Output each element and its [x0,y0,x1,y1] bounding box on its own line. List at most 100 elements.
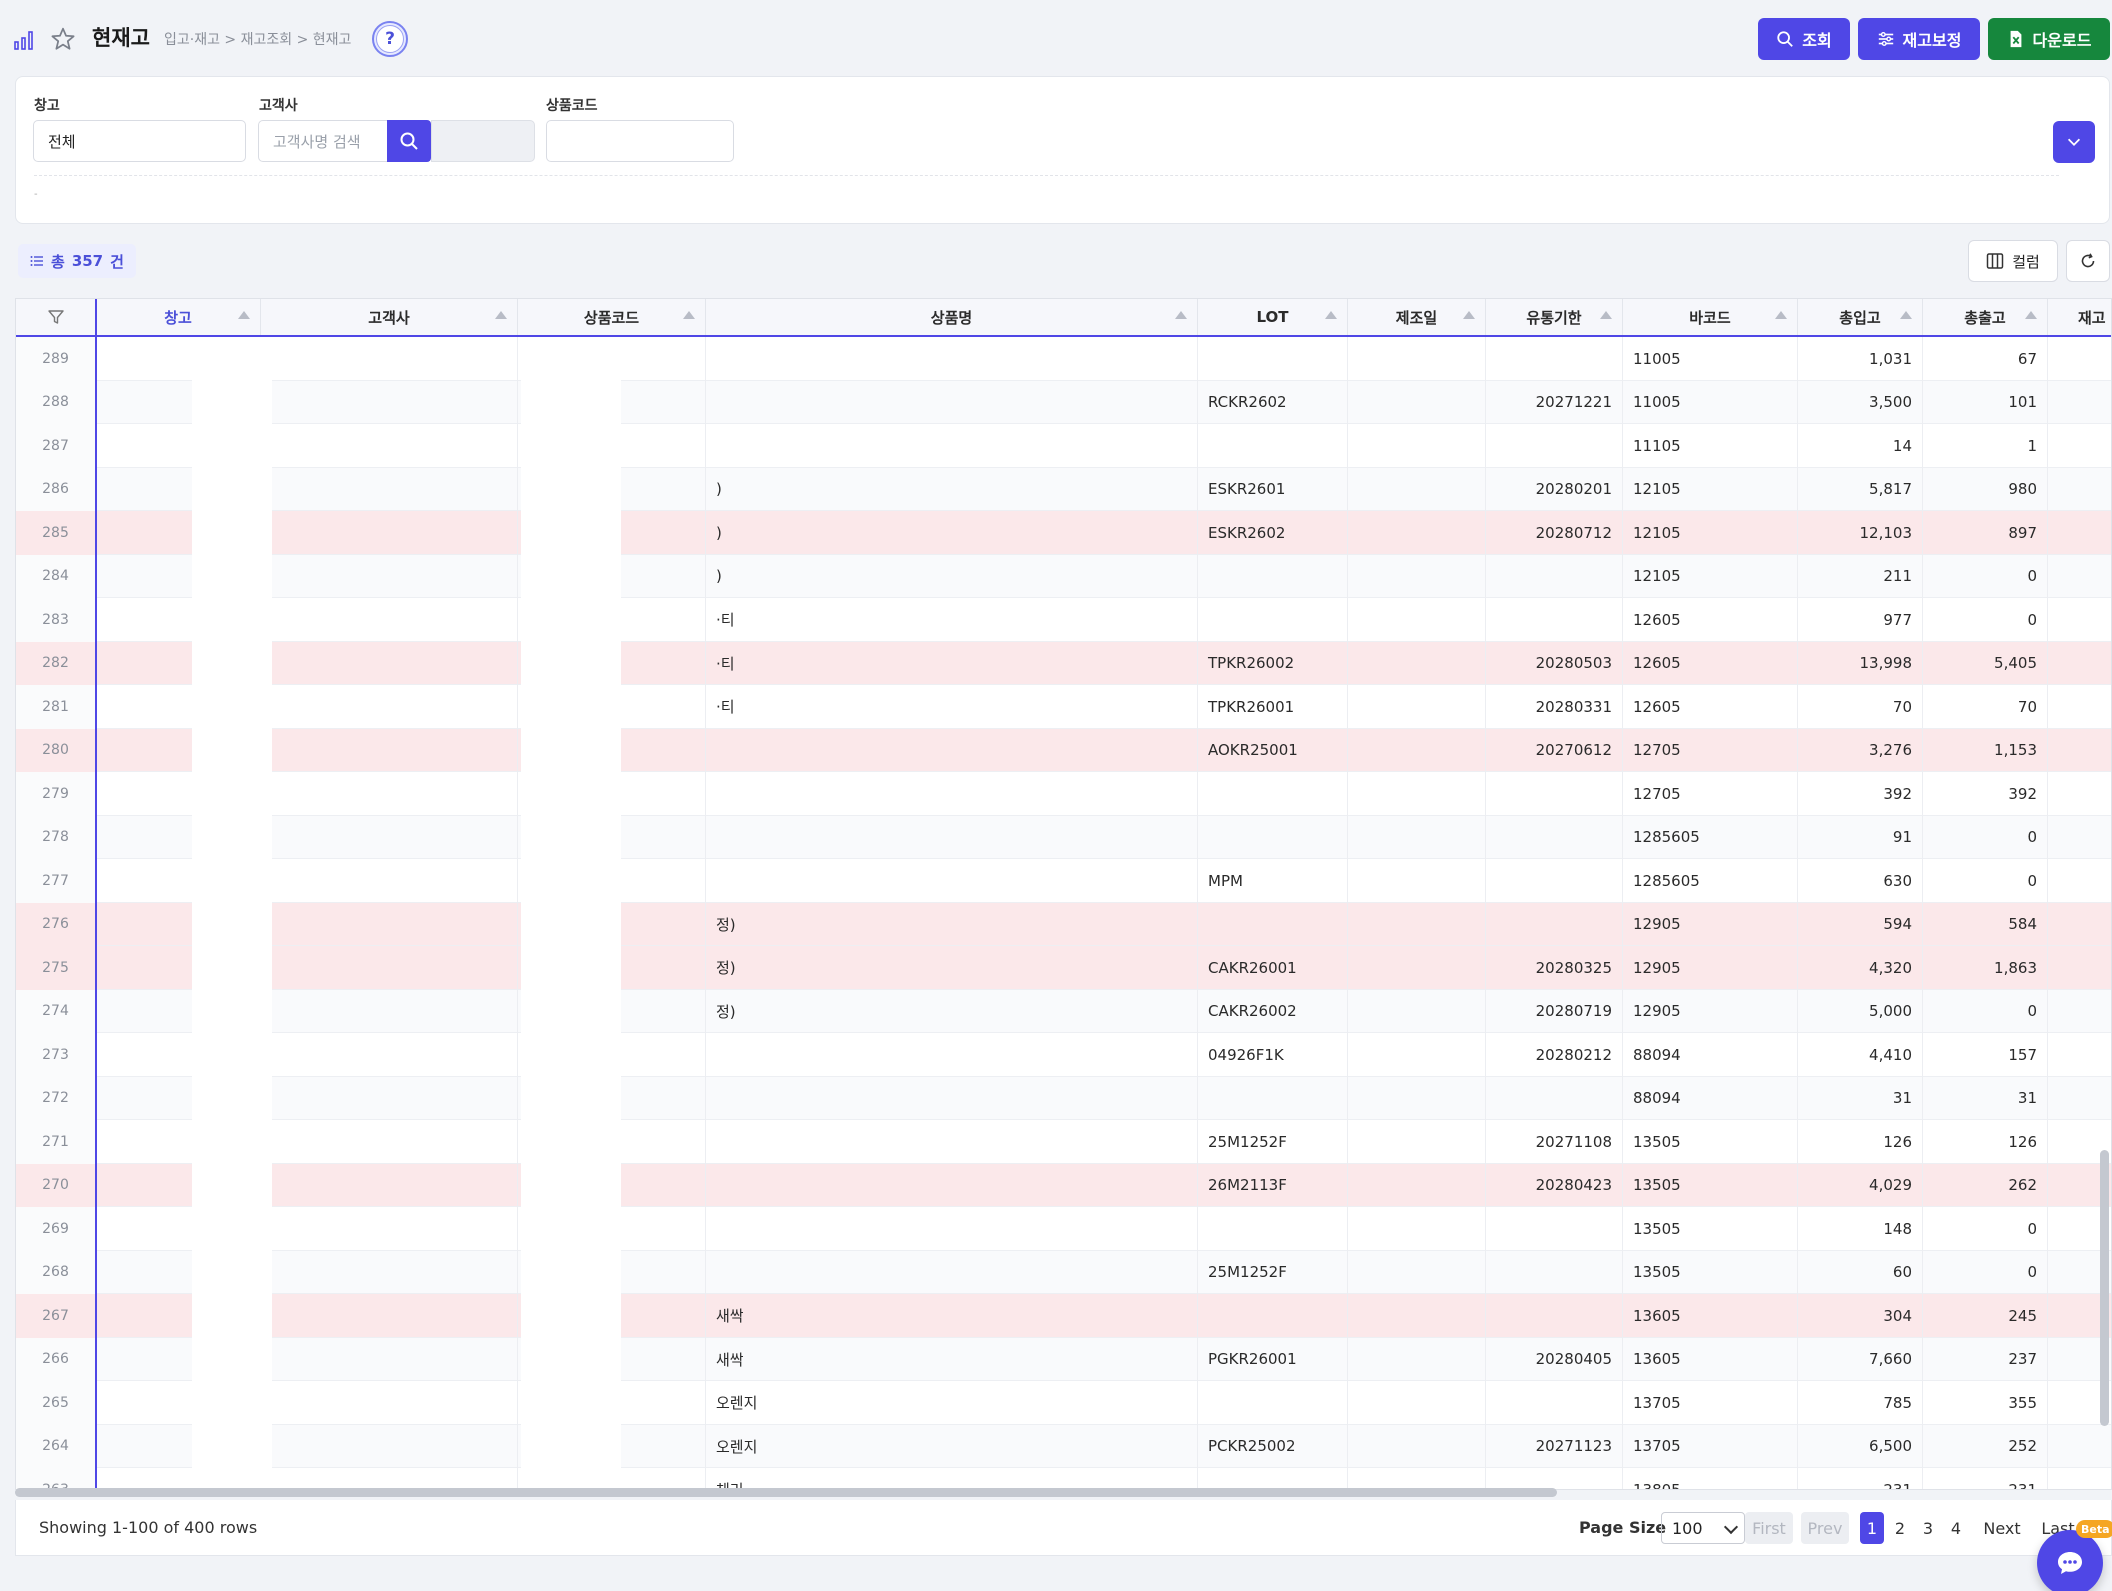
product-code-input[interactable] [546,120,734,162]
customer-label: 고객사 [259,98,298,114]
table-row[interactable]: 2791270512705392392 [16,772,2111,816]
header-expiry[interactable]: 유통기한 [1486,299,1623,335]
table-row[interactable]: 28212605·티TPKR26002202805031260513,9985,… [16,641,2111,685]
expiry-cell: 20271123 [1486,1424,1623,1468]
mfg-date-cell [1348,1250,1486,1294]
header-total-in[interactable]: 총입고 [1798,299,1923,335]
search-icon [1777,31,1794,47]
star-icon[interactable] [50,26,76,52]
table-row[interactable]: 26513705오렌지13705785355 [16,1381,2111,1425]
excel-icon [2010,30,2021,48]
expand-filters-button[interactable] [2053,121,2095,163]
bar-chart-icon[interactable] [14,30,36,50]
table-row[interactable]: 26913505135051480 [16,1207,2111,1251]
header-mfg-date[interactable]: 제조일 [1348,299,1486,335]
page-size-select[interactable]: 100 [1661,1512,1745,1544]
header-stock[interactable]: 재고 [2048,299,2111,335]
stock-adjust-label: 재고보정 [1902,31,1962,50]
header-warehouse[interactable]: 창고 [96,299,261,335]
table-row[interactable]: 2711350525M1252F2027110813505126126 [16,1120,2111,1164]
header-lot[interactable]: LOT [1198,299,1348,335]
row-number: 281 [16,685,96,729]
chat-button[interactable] [2037,1530,2103,1591]
total-out-cell: 126 [1923,1120,2048,1164]
barcode-cell: 13505 [1623,1207,1798,1251]
page-2-button[interactable]: 2 [1894,1518,1906,1538]
header-product-name[interactable]: 상품명 [706,299,1198,335]
download-button[interactable]: 다운로드 [1988,18,2110,60]
expiry-cell: 20280423 [1486,1163,1623,1207]
vertical-scrollbar[interactable] [2100,1150,2109,1426]
stock-adjust-button[interactable]: 재고보정 [1858,18,1980,60]
table-row[interactable]: 26713605새싹13605304245 [16,1294,2111,1338]
next-page-button[interactable]: Next [1983,1518,2021,1538]
header-total-out-label: 총출고 [1964,308,2006,327]
table-row[interactable]: 2681350525M1252F13505600 [16,1250,2111,1294]
table-row[interactable]: 26413705오렌지PCKR2500220271123137056,50025… [16,1424,2111,1468]
row-number: 284 [16,554,96,598]
expiry-cell: 20280719 [1486,989,1623,1033]
expiry-cell [1486,1076,1623,1120]
total-out-cell: 0 [1923,815,2048,859]
header-barcode[interactable]: 바코드 [1623,299,1798,335]
table-row[interactable]: 27812856051285605910 [16,815,2111,859]
header-product-code[interactable]: 상품코드 [518,299,706,335]
page-3-button[interactable]: 3 [1922,1518,1934,1538]
header-total-out[interactable]: 총출고 [1923,299,2048,335]
lot-cell [1198,1076,1348,1120]
mfg-date-cell [1348,1120,1486,1164]
table-row[interactable]: 2871110511105141 [16,424,2111,468]
total-in-cell: 14 [1798,424,1923,468]
page-1-button[interactable]: 1 [1860,1512,1884,1544]
page-4-button[interactable]: 4 [1950,1518,1962,1538]
customer-search-button[interactable] [387,120,431,162]
mfg-date-cell [1348,337,1486,381]
expiry-cell [1486,337,1623,381]
product-name-cell [706,728,1198,772]
help-button[interactable]: ? [372,21,408,57]
refresh-button[interactable] [2066,240,2110,282]
search-button[interactable]: 조회 [1758,18,1850,60]
lot-cell: CAKR26001 [1198,946,1348,990]
table-row[interactable]: 26313805체리13805231231 [16,1468,2111,1489]
customer-cell [261,1250,518,1294]
row-number: 275 [16,946,96,990]
customer-search-input[interactable]: 고객사명 검색 [258,120,389,162]
customer-cell [261,1468,518,1489]
first-page-button[interactable]: First [1745,1512,1793,1544]
columns-button[interactable]: 컬럼 [1968,240,2058,282]
chevron-down-icon [2067,138,2081,146]
total-out-cell: 0 [1923,859,2048,903]
column-filter-toggle[interactable] [16,299,96,335]
table-row[interactable]: 27512905정)CAKR2600120280325129054,3201,8… [16,946,2111,990]
barcode-cell: 13705 [1623,1424,1798,1468]
header-product-name-label: 상품명 [930,308,973,327]
search-button-label: 조회 [1802,31,1832,50]
lot-cell [1198,772,1348,816]
sort-icon [1775,311,1787,319]
horizontal-scrollbar[interactable] [15,1488,1557,1497]
table-row[interactable]: 2771285605MPM12856056300 [16,859,2111,903]
warehouse-select[interactable]: 전체 [33,120,246,162]
table-row[interactable]: 27213105880943131 [16,1076,2111,1120]
prev-page-button[interactable]: Prev [1801,1512,1849,1544]
row-number: 270 [16,1163,96,1207]
mfg-date-cell [1348,641,1486,685]
row-number: 289 [16,337,96,381]
header-customer[interactable]: 고객사 [261,299,518,335]
mfg-date-cell [1348,1381,1486,1425]
customer-cell [261,424,518,468]
